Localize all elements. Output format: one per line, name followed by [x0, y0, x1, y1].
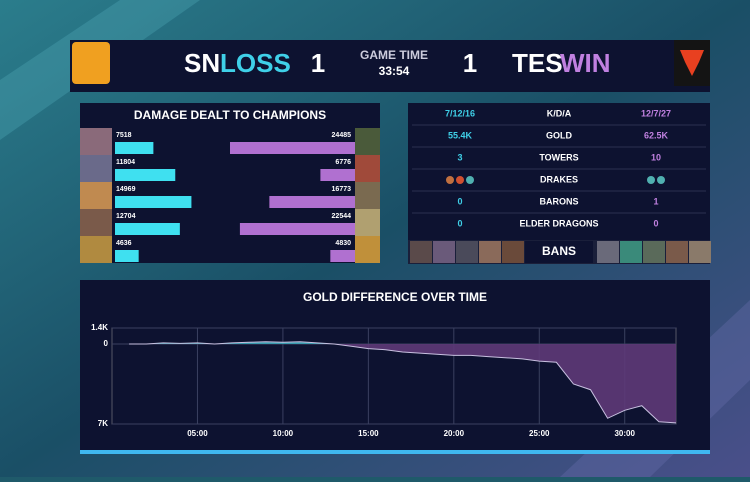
stat-left: 0 — [457, 196, 462, 206]
champion-portrait — [80, 128, 112, 155]
damage-bar — [115, 196, 192, 208]
damage-value: 22544 — [332, 213, 352, 220]
stat-right: 0 — [653, 218, 658, 228]
damage-bar — [230, 142, 355, 154]
ban-portrait — [479, 241, 501, 263]
score: 1 — [311, 48, 325, 78]
drake-icon — [647, 176, 655, 184]
damage-value: 14969 — [116, 186, 136, 193]
damage-value: 4830 — [335, 240, 351, 247]
stat-right: 10 — [651, 152, 661, 162]
champion-portrait — [355, 209, 380, 236]
champion-portrait — [80, 209, 112, 236]
champion-portrait — [355, 236, 380, 263]
stat-left: 55.4K — [448, 130, 473, 140]
stat-left: 7/12/16 — [445, 108, 475, 118]
x-tick-label: 15:00 — [358, 429, 379, 438]
accent-line — [80, 450, 710, 454]
y-tick-label: 0 — [104, 339, 109, 348]
x-tick-label: 25:00 — [529, 429, 550, 438]
bans-label: BANS — [542, 244, 576, 258]
champion-portrait — [80, 155, 112, 182]
x-tick-label: 20:00 — [444, 429, 465, 438]
stat-label: BARONS — [539, 196, 578, 206]
game-time: 33:54 — [379, 64, 410, 78]
ban-portrait — [410, 241, 432, 263]
drake-icon — [657, 176, 665, 184]
score: 1 — [463, 48, 477, 78]
header-bar — [70, 40, 710, 92]
damage-bar — [115, 169, 176, 181]
x-tick-label: 30:00 — [614, 429, 635, 438]
damage-bar — [320, 169, 355, 181]
stat-label: GOLD — [546, 130, 572, 140]
ban-portrait — [456, 241, 478, 263]
ban-portrait — [643, 241, 665, 263]
champion-portrait — [355, 182, 380, 209]
stat-right: 1 — [653, 196, 658, 206]
damage-value: 12704 — [116, 213, 136, 220]
stat-right: 12/7/27 — [641, 108, 671, 118]
drake-icon — [466, 176, 474, 184]
stat-left: 3 — [457, 152, 462, 162]
ban-portrait — [502, 241, 524, 263]
damage-bar — [239, 223, 355, 235]
damage-bar — [330, 250, 355, 262]
drake-icon — [456, 176, 464, 184]
stat-label: ELDER DRAGONS — [519, 218, 598, 228]
panel-title: DAMAGE DEALT TO CHAMPIONS — [134, 108, 326, 122]
x-tick-label: 05:00 — [187, 429, 208, 438]
team-result: LOSS — [220, 48, 291, 78]
gold-line — [129, 341, 677, 424]
damage-bar — [115, 223, 180, 235]
champion-portrait — [80, 182, 112, 209]
damage-value: 7518 — [116, 132, 132, 139]
chart-title: GOLD DIFFERENCE OVER TIME — [303, 290, 487, 304]
game-time-label: GAME TIME — [360, 48, 428, 62]
ban-portrait — [666, 241, 688, 263]
area-positive — [129, 341, 676, 344]
damage-bar — [269, 196, 355, 208]
area-negative — [129, 344, 676, 423]
stat-left: 0 — [457, 218, 462, 228]
stats-panel — [408, 103, 710, 240]
ban-portrait — [597, 241, 619, 263]
team-logo — [72, 42, 110, 84]
y-tick-label: 1.4K — [91, 323, 108, 332]
damage-value: 4636 — [116, 240, 132, 247]
ban-portrait — [433, 241, 455, 263]
stat-right: 62.5K — [644, 130, 669, 140]
team-logo-mark — [680, 50, 704, 76]
drake-icon — [446, 176, 454, 184]
team-result: WIN — [560, 48, 611, 78]
damage-value: 6776 — [335, 159, 351, 166]
champion-portrait — [355, 128, 380, 155]
damage-value: 11804 — [116, 159, 135, 166]
y-tick-label: 7K — [98, 419, 108, 428]
stat-label: DRAKES — [540, 174, 578, 184]
ban-portrait — [620, 241, 642, 263]
team-name: TES — [512, 48, 563, 78]
damage-value: 16773 — [332, 186, 352, 193]
champion-portrait — [80, 236, 112, 263]
x-tick-label: 10:00 — [273, 429, 294, 438]
stat-label: K/D/A — [547, 108, 572, 118]
champion-portrait — [355, 155, 380, 182]
damage-bar — [115, 142, 154, 154]
bans-label-box — [525, 241, 593, 263]
damage-value: 24485 — [332, 132, 352, 139]
stat-label: TOWERS — [539, 152, 578, 162]
ban-portrait — [689, 241, 711, 263]
damage-bar — [115, 250, 139, 262]
damage-panel — [80, 103, 380, 263]
team-name: SN — [184, 48, 220, 78]
